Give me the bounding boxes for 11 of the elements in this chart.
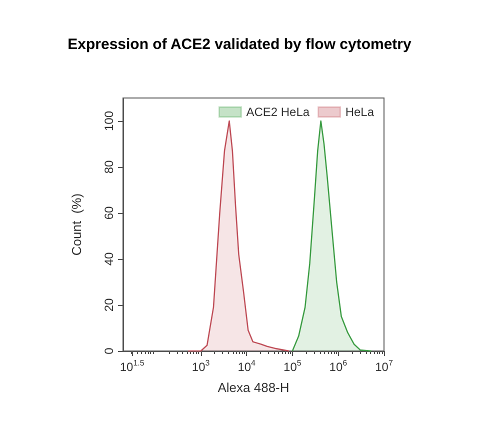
- y-axis-title: Count (%): [69, 193, 84, 256]
- legend-label: HeLa: [345, 105, 374, 119]
- y-tick-label: 100: [102, 110, 116, 132]
- y-tick-label: 20: [102, 298, 116, 312]
- legend-label: ACE2 HeLa: [246, 105, 310, 119]
- y-tick-label: 80: [102, 160, 116, 174]
- x-axis-title: Alexa 488-H: [218, 380, 290, 395]
- chart-title: Expression of ACE2 validated by flow cytometry: [68, 36, 412, 53]
- y-tick-label: 0: [102, 347, 116, 354]
- y-tick-label: 60: [102, 206, 116, 220]
- y-tick-label: 40: [102, 252, 116, 266]
